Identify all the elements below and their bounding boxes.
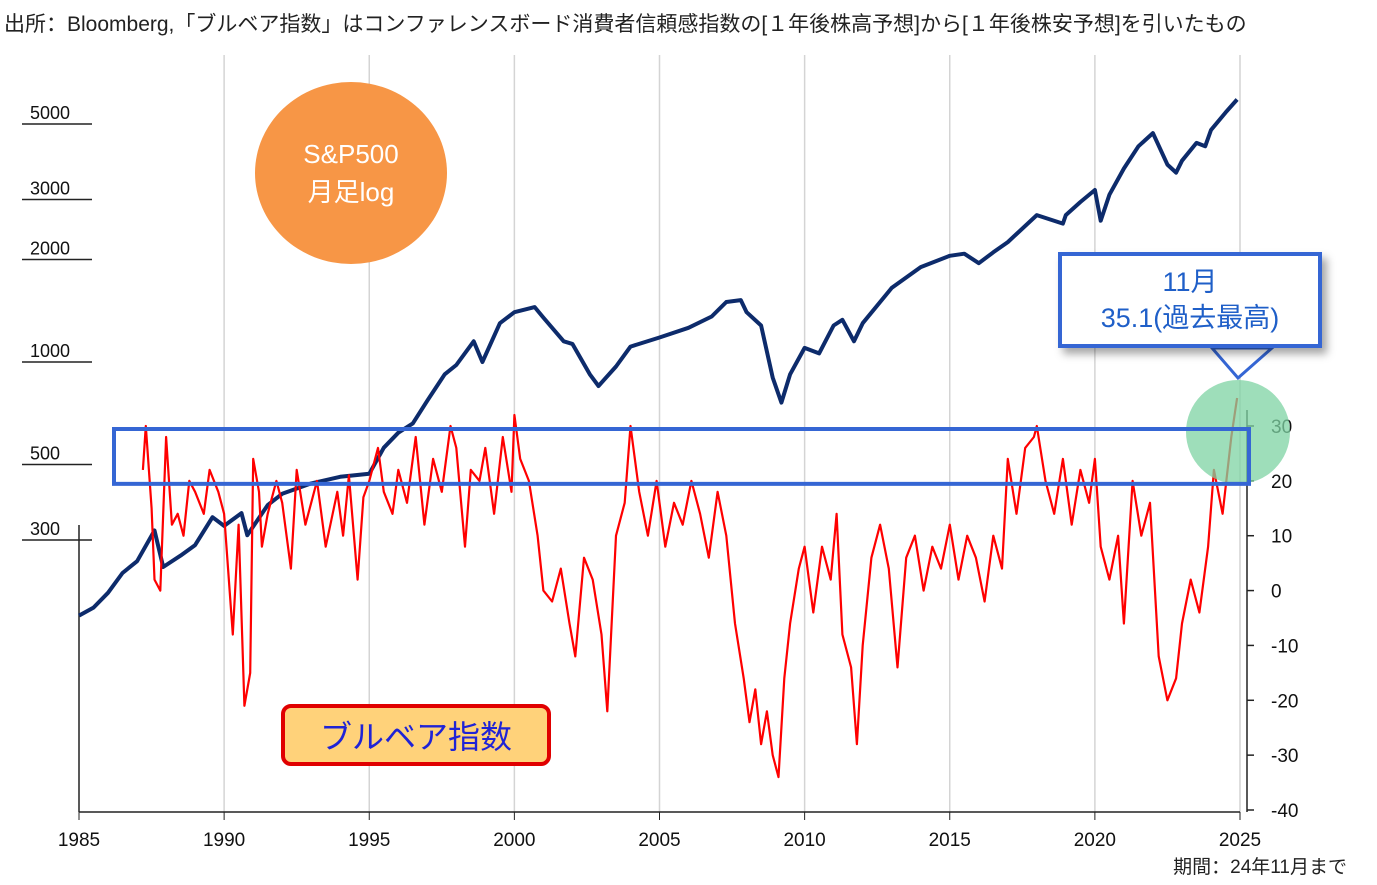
- x-tick-label: 2015: [929, 830, 971, 851]
- record-callout: 11月 35.1(過去最高): [1058, 252, 1322, 348]
- x-tick-label: 2020: [1074, 830, 1116, 851]
- sp500-label-bubble: S&P500 月足log: [255, 82, 447, 264]
- right-tick-label: -30: [1271, 746, 1298, 767]
- left-axis: 5000 3000 2000 1000 500 300: [22, 103, 92, 541]
- sp500-label-line2: 月足log: [307, 177, 395, 207]
- right-tick-label: -40: [1271, 801, 1298, 822]
- highlight-band-box: [112, 427, 1251, 486]
- x-tick-label: 2010: [783, 830, 825, 851]
- series-line-bull-bear: [141, 397, 1239, 779]
- callout-month: 11月: [1162, 267, 1218, 297]
- sp500-label-line1: S&P500: [303, 139, 399, 169]
- right-tick-label: 10: [1271, 527, 1292, 548]
- right-tick-label: -20: [1271, 691, 1298, 712]
- x-tick-label: 1985: [58, 830, 100, 851]
- left-tick-label: 500: [30, 444, 60, 464]
- bull-bear-label: ブルベア指数: [281, 704, 551, 766]
- left-tick-label: 300: [30, 519, 60, 539]
- period-note: 期間：24年11月まで: [1173, 857, 1347, 878]
- latest-highlight-circle: [1186, 380, 1290, 484]
- callout-pointer: [1208, 346, 1276, 381]
- left-tick-label: 5000: [30, 103, 70, 123]
- right-tick-label: 0: [1271, 582, 1282, 603]
- x-axis: 1985 1990 1995 2000 2005 2010 2015 2020 2025: [58, 525, 1261, 851]
- x-tick-label: 2000: [493, 830, 535, 851]
- left-tick-label: 3000: [30, 179, 70, 199]
- source-note: 出所：Bloomberg,「ブルベア指数」はコンファレンスボード消費者信頼感指数…: [4, 13, 1247, 36]
- callout-value: 35.1(過去最高): [1100, 303, 1280, 333]
- x-tick-label: 2005: [638, 830, 680, 851]
- overlays: [112, 346, 1290, 486]
- left-tick-label: 1000: [30, 341, 70, 361]
- right-tick-label: 20: [1271, 472, 1292, 493]
- left-tick-label: 2000: [30, 238, 70, 258]
- right-tick-label: -10: [1271, 636, 1298, 657]
- x-tick-label: 1995: [348, 830, 390, 851]
- x-tick-label: 1990: [203, 830, 245, 851]
- series-layer: [78, 98, 1239, 779]
- x-tick-label: 2025: [1219, 830, 1261, 851]
